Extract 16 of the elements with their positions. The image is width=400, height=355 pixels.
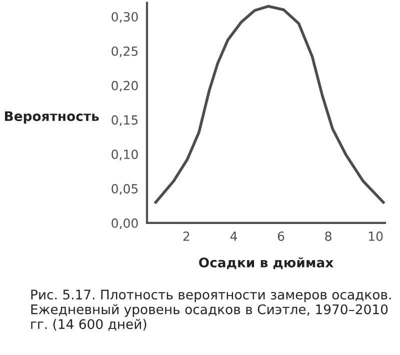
y-tick-label: 0,05	[112, 184, 138, 195]
x-tick-label: 4	[230, 232, 238, 241]
x-axis-title: Осадки в дюймах	[199, 257, 334, 270]
y-tick-label: 0,15	[112, 115, 138, 126]
x-tick-label: 2	[183, 231, 190, 241]
y-tick-label: 0,25	[112, 46, 138, 58]
y-axis-title: Вероятность	[4, 111, 99, 124]
x-tick-label: 10	[368, 231, 383, 241]
y-tick-label: 0,10	[112, 150, 138, 160]
y-tick-label: 0,20	[112, 80, 138, 92]
x-tick-label: 6	[278, 231, 284, 241]
y-tick-label: 0,30	[112, 12, 138, 23]
text: Рис. 5.17. Плотность вероятности замеров осадков. Ежедневный уровень осадков в Сиэтле, 1970–2010 гг. (14 600 дней)	[31, 290, 391, 331]
x-tick-label: 8	[325, 231, 332, 241]
y-tick-label: 0,00	[112, 218, 138, 230]
line-series	[154, 4, 385, 204]
